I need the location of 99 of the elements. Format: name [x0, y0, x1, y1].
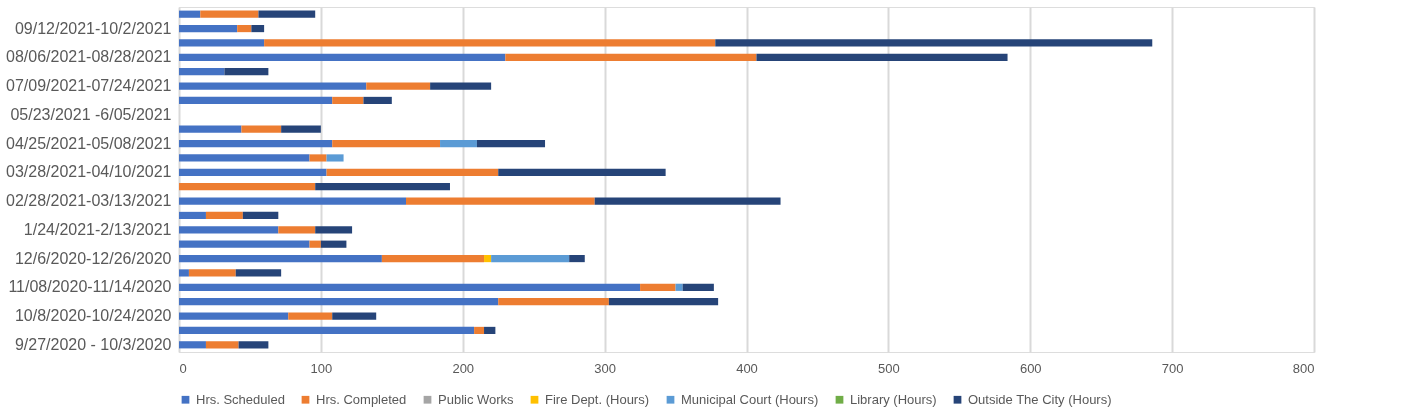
bar — [242, 211, 279, 220]
bar — [326, 154, 344, 162]
bar — [179, 254, 382, 263]
bar — [608, 298, 719, 306]
bar — [179, 139, 333, 148]
bar — [179, 154, 310, 162]
legend-label: Public Works — [438, 391, 515, 407]
bar — [682, 283, 714, 291]
y-tick-label: 9/27/2020 - 10/3/2020 — [14, 335, 172, 353]
x-tick-label: 800 — [1292, 360, 1315, 376]
y-tick-label: 10/8/2020-10/24/2020 — [14, 307, 172, 325]
bar — [224, 68, 269, 76]
bar — [505, 53, 757, 61]
legend-label: Outside The City (Hours) — [968, 391, 1112, 407]
bar — [188, 269, 236, 277]
y-tick-label: 05/23/2021 -6/05/2021 — [10, 105, 172, 123]
bar — [715, 39, 1153, 47]
bar — [498, 298, 609, 306]
bar — [179, 125, 242, 133]
y-tick-label: 12/6/2020-12/26/2020 — [14, 249, 172, 267]
bar — [179, 269, 189, 277]
bar — [430, 82, 492, 90]
bar — [498, 168, 666, 176]
bar — [179, 53, 506, 61]
bar — [179, 298, 499, 306]
x-tick-label: 700 — [1161, 360, 1184, 376]
bar — [205, 211, 243, 220]
x-tick-label: 0 — [179, 360, 187, 376]
bar — [179, 341, 206, 349]
bar — [288, 312, 333, 320]
bar — [278, 226, 316, 234]
bar — [640, 283, 676, 291]
bar — [366, 82, 431, 90]
bar — [332, 312, 377, 320]
bar — [281, 125, 321, 133]
x-tick-label: 200 — [452, 360, 475, 376]
bar — [332, 96, 364, 105]
x-tick-label: 100 — [310, 360, 333, 376]
bar — [484, 326, 496, 335]
bar — [440, 139, 477, 148]
y-tick-label: 04/25/2021-05/08/2021 — [6, 134, 172, 152]
bar — [258, 10, 316, 18]
bar — [179, 312, 289, 320]
bar — [326, 168, 499, 176]
bar — [474, 326, 485, 335]
x-tick-label: 400 — [736, 360, 758, 376]
bar — [569, 254, 585, 263]
y-tick-label: 1/24/2021-2/13/2021 — [23, 220, 172, 238]
bar — [315, 183, 450, 191]
bar — [205, 341, 239, 349]
y-tick-label: 08/06/2021-08/28/2021 — [6, 48, 172, 66]
legend-label: Fire Dept. (Hours) — [545, 391, 650, 407]
legend-label: Library (Hours) — [850, 391, 937, 407]
bar — [241, 125, 282, 133]
bar — [237, 24, 252, 33]
bar — [179, 211, 206, 220]
x-tick-label: 600 — [1019, 360, 1042, 376]
bar — [381, 254, 485, 263]
bar — [491, 254, 570, 263]
bar — [179, 283, 641, 291]
bar — [251, 24, 265, 33]
bar — [332, 139, 441, 148]
bar — [179, 96, 333, 105]
y-tick-label: 02/28/2021-03/13/2021 — [6, 192, 172, 210]
bar — [179, 326, 475, 335]
bar — [179, 197, 406, 205]
bar — [179, 82, 367, 90]
bar — [594, 197, 781, 205]
bar — [675, 283, 683, 291]
x-tick-label: 500 — [878, 360, 900, 376]
y-tick-label: 11/08/2020-11/14/2020 — [8, 278, 172, 296]
bar — [179, 10, 201, 18]
bar — [179, 168, 327, 176]
bar — [179, 68, 225, 76]
bar — [309, 154, 327, 162]
bar — [179, 24, 238, 33]
bar — [406, 197, 595, 205]
bar — [476, 139, 546, 148]
legend-label: Hrs. Completed — [316, 391, 407, 407]
y-tick-label: 09/12/2021-10/2/2021 — [14, 19, 172, 37]
bar — [235, 269, 282, 277]
x-tick-label: 300 — [594, 360, 616, 376]
bar — [238, 341, 269, 349]
bar — [315, 226, 353, 234]
bar — [179, 240, 310, 248]
legend-label: Hrs. Scheduled — [196, 391, 285, 407]
bar — [179, 39, 265, 47]
bar — [179, 226, 279, 234]
bar — [484, 254, 492, 263]
bar — [179, 183, 316, 191]
bar — [309, 240, 321, 248]
y-tick-label: 03/28/2021-04/10/2021 — [6, 163, 172, 181]
bar — [363, 96, 392, 105]
y-tick-label: 07/09/2021-07/24/2021 — [6, 77, 172, 95]
bar — [320, 240, 347, 248]
legend-label: Municipal Court (Hours) — [681, 391, 819, 407]
bar — [200, 10, 259, 18]
bar — [756, 53, 1008, 61]
bar — [264, 39, 716, 47]
